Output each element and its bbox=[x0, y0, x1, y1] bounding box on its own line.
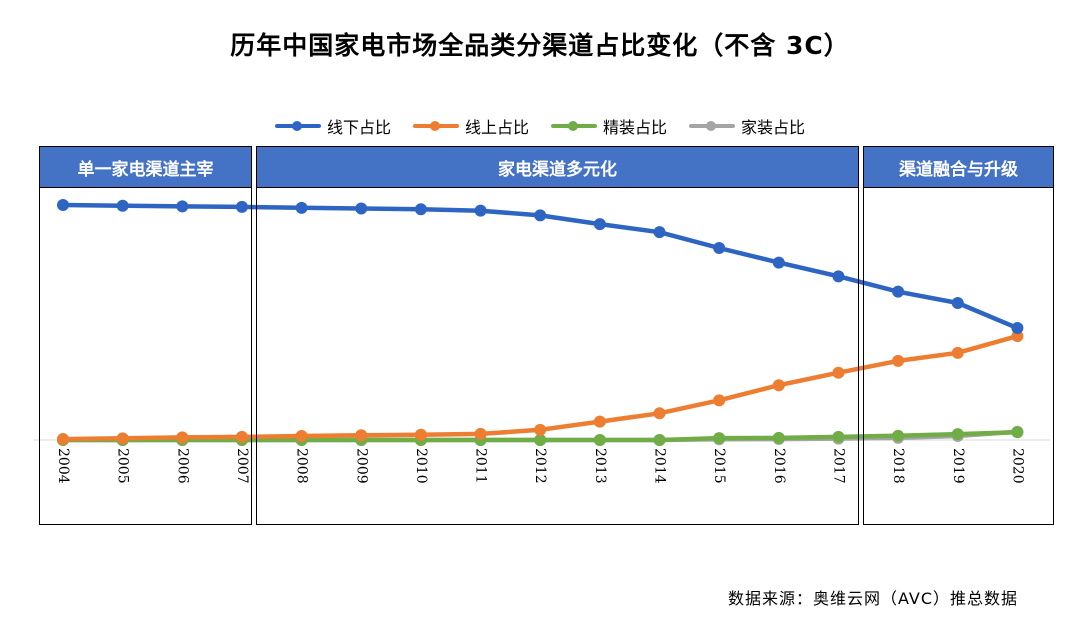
x-tick-label-2017: 2017 bbox=[830, 448, 846, 484]
band-header-single-channel: 单一家电渠道主宰 bbox=[39, 146, 252, 188]
point-s1-2012 bbox=[534, 423, 547, 436]
point-s0-2010 bbox=[414, 203, 427, 216]
legend-marker-fine-decoration bbox=[551, 121, 597, 131]
point-s1-2016 bbox=[772, 379, 785, 392]
point-s1-2019 bbox=[951, 346, 964, 359]
legend-marker-offline bbox=[274, 121, 321, 131]
x-tick-label-2019: 2019 bbox=[950, 448, 966, 484]
legend-label-fine-decoration: 精装占比 bbox=[603, 118, 668, 137]
point-s1-2013 bbox=[593, 415, 606, 428]
legend-label-home-decoration: 家装占比 bbox=[741, 118, 806, 137]
legend-label-offline: 线下占比 bbox=[326, 118, 391, 137]
point-s0-2008 bbox=[295, 201, 308, 214]
point-s0-2015 bbox=[713, 241, 726, 254]
point-s0-2006 bbox=[176, 200, 189, 213]
x-tick-label-2011: 2011 bbox=[473, 448, 489, 484]
point-s1-2005 bbox=[116, 432, 129, 445]
legend: 线下占比 线上占比 精装占比 家装占比 bbox=[0, 114, 1080, 138]
point-s2-2019 bbox=[951, 428, 964, 441]
point-s1-2007 bbox=[235, 430, 248, 443]
point-s0-2014 bbox=[653, 226, 666, 239]
point-s0-2005 bbox=[116, 199, 129, 212]
point-s1-2014 bbox=[653, 407, 666, 420]
x-tick-label-2016: 2016 bbox=[771, 448, 787, 484]
x-tick-label-2004: 2004 bbox=[55, 448, 71, 484]
x-tick-label-2020: 2020 bbox=[1009, 448, 1025, 484]
x-tick-label-2010: 2010 bbox=[413, 448, 429, 484]
legend-item-offline: 线下占比 bbox=[274, 114, 391, 138]
point-s0-2007 bbox=[235, 200, 248, 213]
legend-marker-home-decoration bbox=[689, 121, 736, 131]
point-s0-2018 bbox=[892, 285, 905, 298]
legend-marker-online bbox=[412, 121, 459, 131]
x-tick-label-2009: 2009 bbox=[353, 448, 369, 484]
point-s2-2014 bbox=[653, 434, 666, 446]
band-header-integration: 渠道融合与升级 bbox=[863, 146, 1054, 188]
point-s1-2015 bbox=[713, 394, 726, 407]
x-tick-label-2014: 2014 bbox=[652, 448, 668, 484]
point-s0-2017 bbox=[832, 270, 845, 283]
series-line-0 bbox=[60, 202, 1020, 331]
point-s1-2008 bbox=[295, 429, 308, 442]
legend-item-home-decoration: 家装占比 bbox=[689, 114, 805, 138]
x-tick-label-2012: 2012 bbox=[532, 448, 548, 484]
x-tick-label-2006: 2006 bbox=[174, 448, 190, 484]
data-source-note: 数据来源：奥维云网（AVC）推总数据 bbox=[727, 589, 1018, 608]
point-s2-2013 bbox=[593, 434, 606, 446]
point-s0-2013 bbox=[593, 218, 606, 231]
legend-item-fine-decoration: 精装占比 bbox=[551, 114, 667, 138]
point-s2-2016 bbox=[772, 431, 785, 444]
x-tick-label-2013: 2013 bbox=[592, 448, 608, 484]
legend-item-online: 线上占比 bbox=[412, 114, 529, 138]
point-s1-2004 bbox=[57, 433, 69, 446]
point-s0-2009 bbox=[355, 202, 368, 215]
point-s1-2006 bbox=[176, 431, 189, 444]
point-s1-2010 bbox=[414, 428, 427, 441]
x-tick-label-2018: 2018 bbox=[890, 448, 906, 484]
point-s0-2016 bbox=[772, 256, 785, 269]
legend-label-online: 线上占比 bbox=[464, 118, 529, 137]
series-line-1 bbox=[60, 333, 1020, 442]
point-s1-2011 bbox=[474, 427, 487, 440]
x-tick-label-2008: 2008 bbox=[294, 448, 310, 484]
x-tick-label-2005: 2005 bbox=[115, 448, 131, 484]
point-s0-2019 bbox=[951, 297, 964, 310]
x-tick-label-2015: 2015 bbox=[711, 448, 727, 484]
chart-title: 历年中国家电市场全品类分渠道占比变化（不含 3C） bbox=[230, 31, 850, 60]
point-s0-2011 bbox=[474, 204, 487, 217]
point-s0-2012 bbox=[534, 209, 547, 222]
point-s2-2017 bbox=[832, 430, 845, 443]
point-s1-2017 bbox=[832, 366, 845, 379]
point-s2-2018 bbox=[892, 429, 905, 442]
point-s2-2020 bbox=[1011, 426, 1024, 439]
x-tick-label-2007: 2007 bbox=[234, 448, 250, 484]
point-s1-2009 bbox=[355, 429, 368, 442]
point-s0-2020 bbox=[1011, 322, 1024, 335]
point-s1-2018 bbox=[892, 354, 905, 367]
point-s2-2015 bbox=[713, 432, 726, 445]
point-s0-2004 bbox=[57, 199, 69, 211]
point-s2-2012 bbox=[534, 434, 547, 446]
